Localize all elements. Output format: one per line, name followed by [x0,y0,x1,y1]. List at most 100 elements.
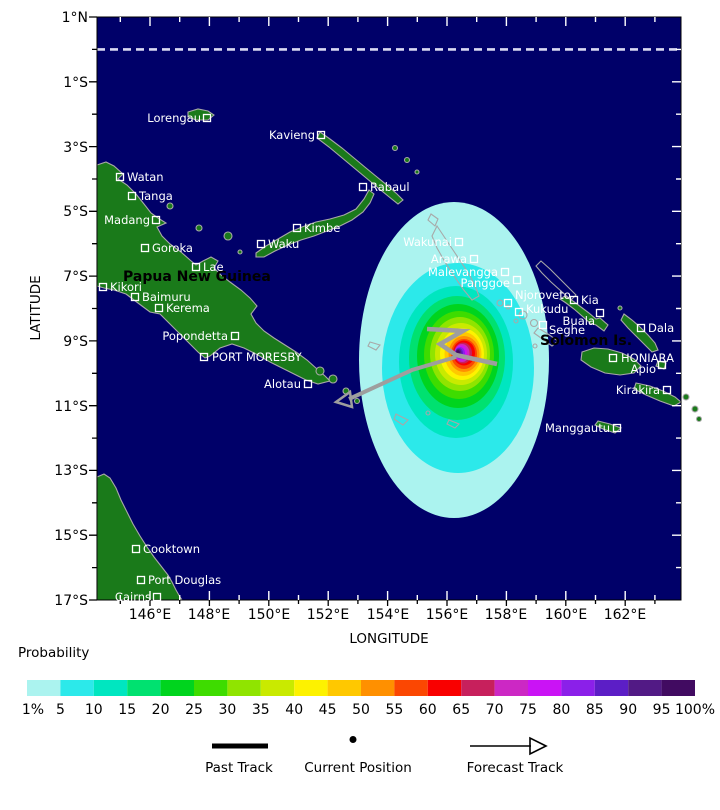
city-label: Panggoe [461,276,510,290]
colorbar-label: 40 [285,702,303,718]
bottom-outside-minor-ticks [119,600,656,604]
colorbar-segment [227,680,261,696]
colorbar-segment [628,680,662,696]
colorbar-segment [294,680,328,696]
colorbar-label: 45 [319,702,337,718]
city-label: Port Douglas [148,573,221,587]
right-minor-ticks [676,48,681,569]
lat-tick-label: 15°S [54,528,88,544]
colorbar-label: 25 [185,702,203,718]
city-label: Cooktown [143,542,200,556]
interior-ticks [119,17,681,600]
colorbar-label: 95 [653,702,671,718]
outline-island-strip [393,413,409,426]
colorbar-segment [528,680,562,696]
city-square-icon [469,254,479,264]
city-square-icon [256,239,266,249]
city-square-icon [538,320,548,330]
city-label: Kukudu [526,302,568,316]
colorbar-label: 90 [619,702,637,718]
city-label: Buala [563,314,595,328]
city-square-icon [115,172,125,182]
colorbar-segment [361,680,395,696]
probability-contours [359,202,549,518]
city-square-icon [154,303,164,313]
land-malaita [620,313,659,353]
island-dot [328,374,338,384]
left-minor-ticks [92,48,97,569]
city-label: Tanga [138,189,173,203]
island-dot [403,156,411,164]
colorbar-segments [27,680,695,696]
lat-tick-label: 13°S [54,463,88,479]
bottom-minor-ticks [119,595,656,600]
city-label: Manggautu [545,421,610,435]
colorbar-segment [27,680,61,696]
city-square-icon [512,275,522,285]
city-square-icon [662,385,672,395]
colorbar-segment [427,680,462,696]
city-square-icon [569,295,579,305]
city-label: Lae [203,260,224,274]
city-square-icon [454,237,464,247]
city-square-icon [657,360,667,370]
colorbar-label: 5 [56,702,65,718]
land-png-mainland [96,161,332,385]
city-label: Apio [631,362,656,376]
colorbar-label: 50 [352,702,370,718]
storm-tracks [333,326,498,409]
landmasses [96,108,703,601]
city-squares [98,113,672,602]
colorbar-segment [160,680,194,696]
island-dot [414,169,420,175]
lon-tick-label: 146°E [129,607,172,623]
forecast-track-label: Forecast Track [467,760,564,776]
island-dot [682,393,690,401]
city-label: Watan [127,170,164,184]
city-square-icon [152,592,162,602]
city-label: Kavieng [269,128,315,142]
lon-tick-label: 152°E [307,607,350,623]
city-label: Lorengau [147,111,201,125]
colorbar-segment [394,680,428,696]
city-square-icon [202,113,212,123]
city-label: Baimuru [142,290,191,304]
outline-island-strip [367,341,381,351]
colorbar-label: 65 [452,702,470,718]
island-dot [353,397,361,405]
island-dot [315,366,325,376]
island-dot [166,202,174,210]
city-square-icon [140,243,150,253]
outline-island [425,410,431,416]
city-square-icon [191,262,201,272]
current-position-dot-icon [349,736,357,743]
city-label: HONIARA [621,351,674,365]
city-square-icon [303,379,313,389]
colorbar-label: 20 [152,702,170,718]
colorbar-label: 30 [218,702,236,718]
city-label: Kikori [110,280,142,294]
city-label: Kimbe [304,221,340,235]
city-label: Rabaul [370,180,410,194]
city-label: Malevangga [428,265,498,279]
outline-island-strip [446,419,460,429]
lat-tick-label: 1°N [62,10,88,26]
forecast-arrowhead-icon [333,389,354,409]
colorbar-segment [661,680,695,696]
colorbar-segment [494,680,528,696]
lon-tick-label: 150°E [248,607,291,623]
city-label: Kia [581,293,599,307]
city-square-icon [514,307,524,317]
city-square-icon [358,182,368,192]
lon-tick-label: 148°E [188,607,231,623]
lat-tick-label: 17°S [54,593,88,609]
colorbar-title: Probability [18,645,89,661]
lat-tick-label: 11°S [54,399,88,415]
island-dot [691,405,699,413]
outline-buka [427,213,439,227]
colorbar-segment [127,680,161,696]
colorbar-label: 35 [252,702,270,718]
probability-colorbar: Probability 1% 5 10 1 [18,645,715,718]
x-axis-title: LONGITUDE [349,631,428,647]
